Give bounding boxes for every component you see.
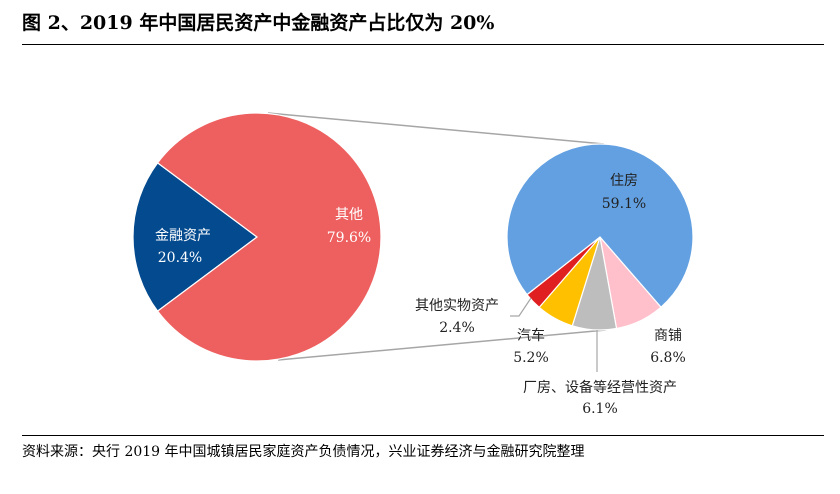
label-housing-name: 住房: [610, 173, 638, 189]
label-financial-name: 金融资产: [155, 228, 211, 244]
label-other-value: 79.6%: [327, 230, 371, 246]
label-business-name: 厂房、设备等经营性资产: [523, 379, 677, 396]
label-other-name: 其他: [335, 207, 363, 223]
chart-title: 图 2、2019 年中国居民资产中金融资产占比仅为 20%: [22, 12, 495, 34]
bottom-divider: [22, 435, 824, 436]
label-shop-value: 6.8%: [650, 350, 686, 366]
label-other-physical-name: 其他实物资产: [415, 298, 499, 314]
label-financial-value: 20.4%: [158, 250, 202, 266]
slice-financial-assets: [132, 162, 259, 312]
source-note: 资料来源：央行 2019 年中国城镇居民家庭资产负债情况，兴业证券经济与金融研究…: [22, 444, 585, 460]
connector-line-bottom: [277, 329, 607, 361]
top-divider: [22, 44, 824, 45]
leader-line-other-physical: [510, 297, 532, 317]
label-car-value: 5.2%: [513, 350, 549, 366]
label-housing-value: 59.1%: [602, 196, 646, 212]
label-business-value: 6.1%: [582, 401, 618, 417]
label-car-name: 汽车: [517, 327, 545, 344]
label-other-physical-value: 2.4%: [439, 320, 475, 336]
connector-line-top: [267, 112, 605, 145]
label-shop-name: 商铺: [654, 328, 682, 344]
slice-other: [156, 112, 382, 362]
slice-housing: [506, 143, 694, 309]
